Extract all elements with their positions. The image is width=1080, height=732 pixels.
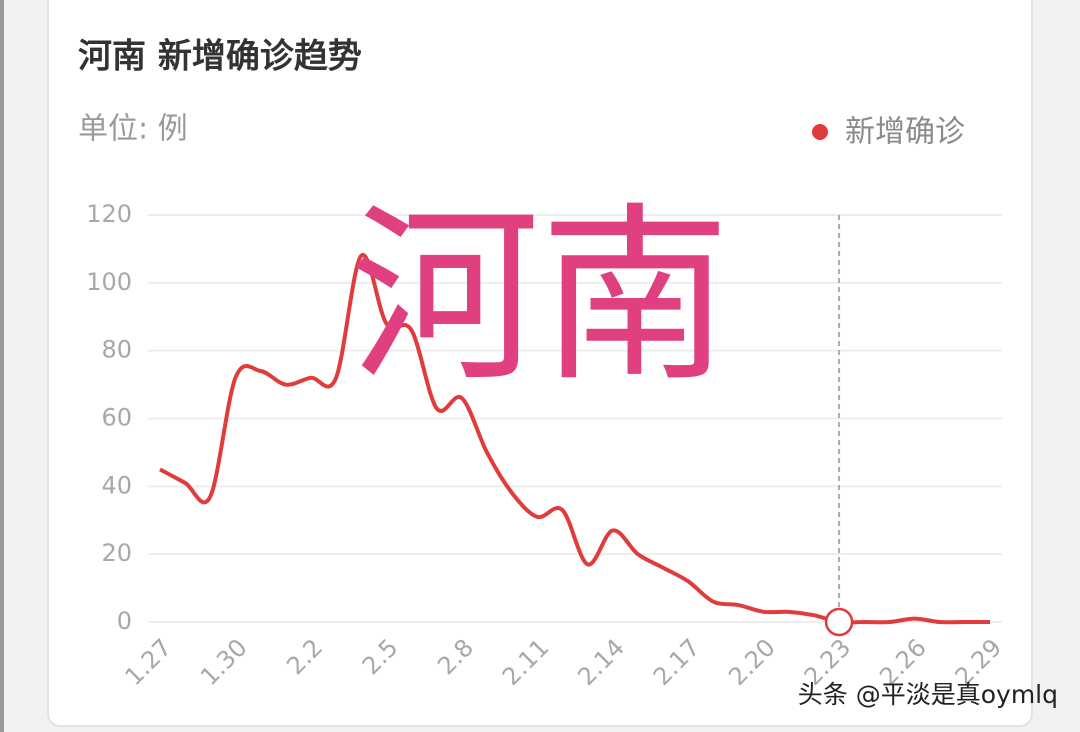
y-tick-label: 100 [86, 268, 132, 296]
chart-title: 河南 新增确诊趋势 [78, 37, 362, 77]
y-tick-label: 80 [101, 336, 132, 364]
highlight-point [824, 607, 854, 637]
credit: 头条 @平淡是真oymlq [798, 680, 1058, 709]
legend-marker [812, 124, 828, 140]
subtitle: 单位: 例 [78, 112, 188, 147]
y-tick-label: 0 [117, 607, 132, 635]
y-tick-label: 40 [101, 471, 132, 499]
watermark: 河南 [350, 186, 730, 407]
y-tick-label: 120 [86, 200, 132, 228]
y-tick-label: 60 [101, 404, 132, 432]
y-tick-label: 20 [101, 539, 132, 567]
card [47, 0, 1033, 727]
edge [0, 0, 4, 732]
legend-label: 新增确诊 [845, 115, 965, 150]
